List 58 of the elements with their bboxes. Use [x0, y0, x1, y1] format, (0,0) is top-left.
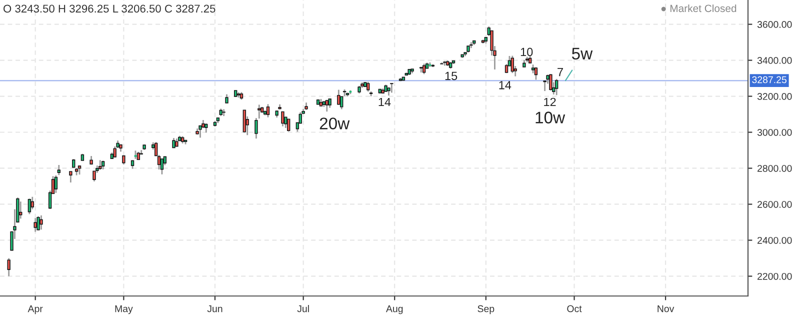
candlestick — [160, 158, 164, 176]
annotation: ● Market Closed — [661, 4, 736, 12]
candlestick — [19, 200, 22, 220]
y-tick-label: 3600.00 — [757, 21, 792, 28]
annotation: 10 — [520, 48, 533, 56]
y-tick-label: 3000.00 — [757, 128, 792, 136]
y-tick-label: 2800.00 — [758, 164, 792, 172]
candlestick — [366, 81, 370, 92]
candlestick — [30, 196, 34, 210]
candlestick — [98, 159, 102, 171]
x-tick-label: Aug — [386, 305, 403, 314]
candlestick — [69, 170, 72, 184]
candlestick — [510, 55, 514, 74]
y-tick-label: 3400.00 — [757, 57, 792, 64]
candlestick — [549, 73, 552, 92]
candlestick — [172, 137, 176, 148]
annotation: 12 — [544, 98, 556, 106]
x-tick-label: Oct — [567, 305, 582, 312]
candlestick — [34, 217, 37, 232]
candlestick — [422, 63, 426, 75]
y-tick-label: 2400.00 — [758, 236, 792, 244]
ref-line-label: 3287.25 — [752, 76, 786, 84]
annotation: 5w — [572, 48, 593, 60]
candlestick — [266, 103, 270, 118]
x-tick-label: Apr — [28, 305, 43, 314]
x-tick-label: Jun — [207, 305, 222, 312]
candlestick — [340, 96, 344, 110]
candlestick — [242, 109, 246, 134]
candlestick — [390, 82, 394, 94]
candlestick — [28, 198, 32, 215]
x-tick-label: Sep — [478, 305, 494, 314]
x-tick-label: Nov — [658, 305, 674, 312]
annotation: 7 — [558, 68, 563, 76]
candlestick — [281, 110, 284, 128]
candlestick — [204, 122, 208, 134]
annotation: O 3243.50 H 3296.25 L 3206.50 C 3287.25 — [4, 4, 216, 13]
candlestick — [554, 78, 558, 96]
y-tick-label: 3200.00 — [757, 93, 792, 100]
x-tick-label: Jul — [297, 305, 309, 312]
candlestick — [337, 89, 340, 106]
candlestick — [328, 98, 332, 108]
candlestick — [534, 66, 538, 80]
candlestick — [470, 41, 473, 49]
y-tick-label: 2600.00 — [758, 200, 792, 208]
annotation: 10w — [536, 112, 566, 124]
annotation: 20w — [320, 118, 350, 130]
y-tick-label: 2200.00 — [758, 272, 792, 280]
candlestick — [36, 216, 40, 232]
candlestick — [222, 108, 226, 117]
candlestick — [40, 214, 43, 230]
annotation: 14 — [499, 81, 512, 90]
candlestick — [7, 258, 10, 277]
annotation: 14 — [378, 98, 391, 106]
candlestick — [287, 118, 290, 132]
annotation: 15 — [445, 72, 458, 80]
x-tick-label: May — [115, 305, 133, 314]
candlestick — [57, 164, 60, 176]
candlestick — [54, 174, 58, 194]
